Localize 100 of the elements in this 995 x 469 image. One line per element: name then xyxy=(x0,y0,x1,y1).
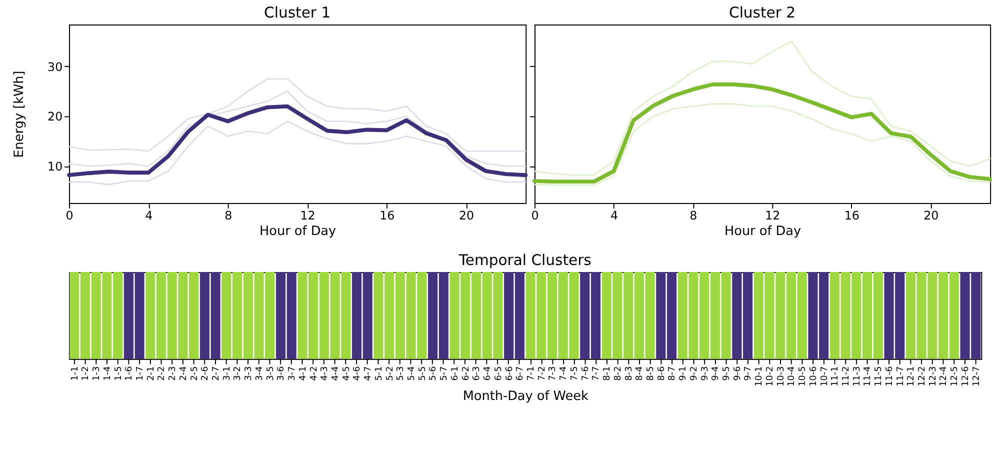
x-tick-label: 12-3 xyxy=(928,366,938,386)
chart-title: Cluster 2 xyxy=(728,4,796,22)
x-tick-label: 10-5 xyxy=(798,366,808,386)
x-tick-label: 11-4 xyxy=(863,366,874,386)
x-tick-label: 12-2 xyxy=(918,366,928,386)
x-tick-label: 6-5 xyxy=(494,366,504,381)
x-tick-label: 9-7 xyxy=(744,366,754,381)
x-tick-label: 5-6 xyxy=(428,366,439,381)
x-tick-label: 7-5 xyxy=(570,366,580,381)
x-tick-label: 8-2 xyxy=(613,366,624,381)
x-tick-label: 10-2 xyxy=(765,366,776,386)
x-tick-label: 6-1 xyxy=(450,366,460,381)
x-tick-label: 11-7 xyxy=(896,366,906,386)
x-tick-label: 3-2 xyxy=(233,366,244,381)
x-tick-label: 7-1 xyxy=(526,366,536,381)
x-tick-label: 7-6 xyxy=(580,366,591,381)
x-tick-label: 8-5 xyxy=(646,366,656,381)
x-tick-label: 2-4 xyxy=(178,366,189,381)
x-tick-label: 1-5 xyxy=(114,366,124,381)
x-tick-label: 5-1 xyxy=(374,366,384,381)
x-tick-label: 1-6 xyxy=(124,366,135,381)
x-tick-label: 2-7 xyxy=(212,366,222,381)
x-tick-label: 8 xyxy=(690,208,698,222)
x-tick-label: 20 xyxy=(459,208,474,222)
x-tick-label: 3-1 xyxy=(222,366,232,381)
x-tick-label: 4 xyxy=(610,208,618,222)
x-tick-label: 9-1 xyxy=(678,366,689,381)
x-tick-label: 3-3 xyxy=(244,366,254,381)
x-tick-label: 3-4 xyxy=(254,366,265,381)
x-tick-label: 0 xyxy=(531,208,539,222)
x-tick-label: 7-4 xyxy=(559,366,570,381)
x-tick-label: 8-1 xyxy=(602,366,613,381)
x-tick-label: 9-2 xyxy=(689,366,700,381)
x-tick-label: 1-1 xyxy=(70,366,80,381)
x-tick-label: 11-2 xyxy=(841,366,852,386)
x-tick-label: 12 xyxy=(765,208,780,222)
x-tick-label: 20 xyxy=(924,208,939,222)
x-tick-label: 9-3 xyxy=(700,366,710,381)
y-tick-label: 10 xyxy=(48,160,63,174)
x-axis-title: Hour of Day xyxy=(260,224,337,240)
x-tick-label: 7-2 xyxy=(537,366,548,381)
x-tick-label: 10-4 xyxy=(787,366,798,386)
x-tick-label: 11-5 xyxy=(874,366,884,386)
x-tick-label: 11-6 xyxy=(884,366,895,386)
x-tick-label: 16 xyxy=(844,208,860,222)
x-tick-label: 8 xyxy=(224,208,232,222)
x-tick-label: 4-3 xyxy=(320,366,330,381)
x-tick-label: 5-3 xyxy=(396,366,406,381)
x-tick-label: 5-2 xyxy=(385,366,396,381)
x-tick-label: 0 xyxy=(66,208,74,222)
x-tick-label: 4-6 xyxy=(352,366,363,381)
x-tick-label: 1-7 xyxy=(135,366,146,381)
y-tick-label: 20 xyxy=(48,110,63,124)
x-tick-label: 4-5 xyxy=(342,366,352,381)
y-tick-label: 30 xyxy=(48,60,63,74)
x-tick-label: 2-2 xyxy=(157,366,168,381)
x-tick-label: 6-2 xyxy=(461,366,472,381)
x-tick-label: 7-3 xyxy=(548,366,558,381)
x-tick-label: 5-4 xyxy=(407,366,418,381)
x-tick-label: 9-6 xyxy=(732,366,743,381)
x-tick-label: 2-1 xyxy=(146,366,156,381)
x-tick-label: 10-6 xyxy=(808,366,819,386)
x-tick-label: 9-5 xyxy=(722,366,732,381)
x-tick-label: 12-5 xyxy=(950,366,960,386)
x-axis-title: Hour of Day xyxy=(724,224,802,240)
x-tick-label: 10-1 xyxy=(754,366,765,386)
x-tick-label: 2-5 xyxy=(190,366,200,381)
x-tick-label: 8-6 xyxy=(656,366,667,381)
x-tick-label: 6-6 xyxy=(504,366,515,381)
x-tick-label: 2-3 xyxy=(168,366,178,381)
x-tick-label: 7-7 xyxy=(592,366,602,381)
x-tick-label: 8-3 xyxy=(624,366,634,381)
x-tick-label: 11-1 xyxy=(830,366,841,386)
x-tick-label: 11-3 xyxy=(852,366,862,386)
x-tick-label: 3-5 xyxy=(266,366,276,381)
x-tick-label: 4-7 xyxy=(364,366,374,381)
x-tick-label: 12-7 xyxy=(972,366,982,386)
x-tick-label: 5-5 xyxy=(418,366,428,381)
x-tick-label: 3-7 xyxy=(288,366,298,381)
x-tick-label: 2-6 xyxy=(200,366,211,381)
line-series xyxy=(68,120,526,186)
x-tick-label: 12 xyxy=(300,208,316,222)
x-tick-label: 1-2 xyxy=(81,366,92,381)
x-tick-label: 8-4 xyxy=(635,366,646,381)
y-axis-title: Energy [kWh] xyxy=(12,70,28,158)
x-tick-label: 1-4 xyxy=(102,366,113,381)
x-tick-label: 4-4 xyxy=(330,366,341,381)
x-tick-label: 5-7 xyxy=(440,366,450,381)
x-tick-label: 4-1 xyxy=(298,366,308,381)
line-series xyxy=(67,104,528,178)
x-tick-label: 1-3 xyxy=(92,366,102,381)
x-tick-label: 12-1 xyxy=(906,366,917,386)
chart-title: Cluster 1 xyxy=(264,4,331,22)
x-tick-label: 6-4 xyxy=(483,366,494,381)
x-tick-label: 3-6 xyxy=(276,366,287,381)
x-tick-label: 4 xyxy=(145,208,153,222)
x-tick-label: 12-6 xyxy=(960,366,971,386)
x-tick-label: 9-4 xyxy=(711,366,722,381)
x-tick-label: 10-7 xyxy=(820,366,830,386)
chart-title: Temporal Clusters xyxy=(458,252,592,270)
